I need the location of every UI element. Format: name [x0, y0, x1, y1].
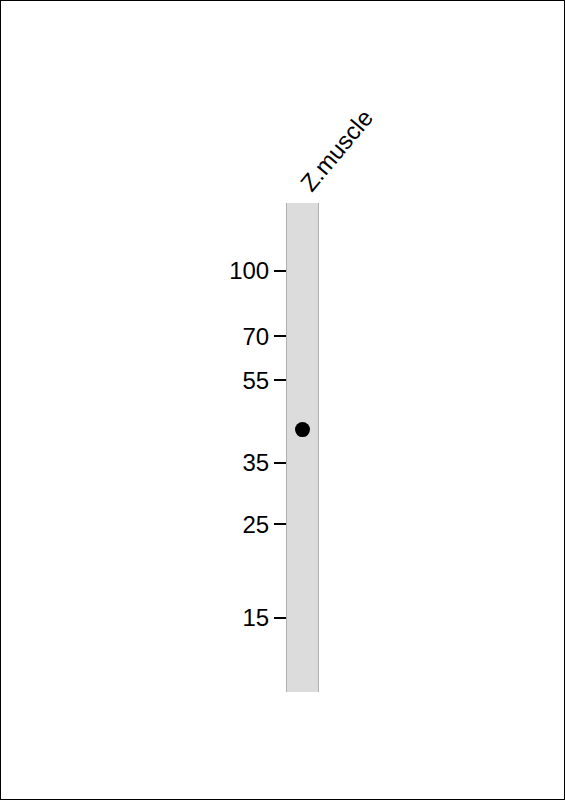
svg-text:25: 25 [242, 511, 269, 538]
svg-text:15: 15 [242, 604, 269, 631]
svg-text:35: 35 [242, 449, 269, 476]
svg-text:100: 100 [229, 257, 269, 284]
svg-text:70: 70 [242, 323, 269, 350]
svg-text:Z.muscle: Z.muscle [295, 104, 378, 196]
svg-text:55: 55 [242, 367, 269, 394]
